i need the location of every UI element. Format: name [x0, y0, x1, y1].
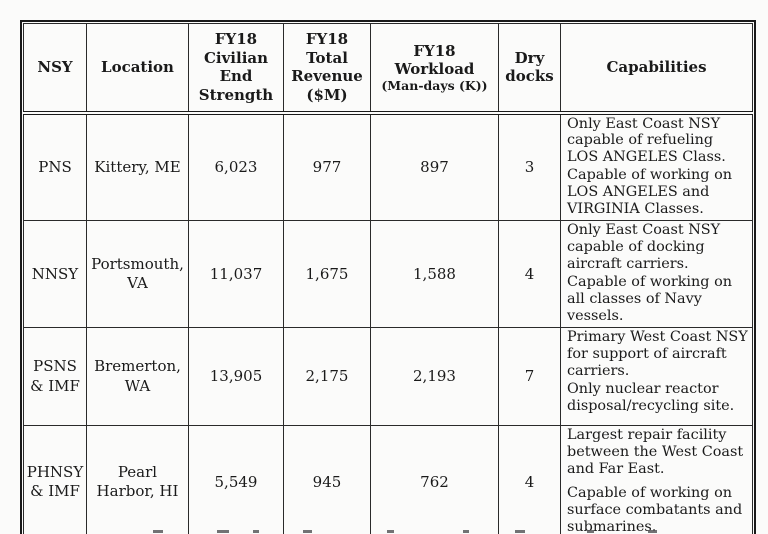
capability-paragraph: Only East Coast NSY capable of refueling… — [567, 115, 726, 166]
table-row-pns: PNS Kittery, ME 6,023 977 897 3 Only Eas… — [23, 111, 753, 222]
capability-paragraph: Primary West Coast NSY for support of ai… — [567, 329, 748, 380]
cell-civilian-end-strength: 6,023 — [188, 111, 284, 222]
cell-location: Portsmouth, VA — [86, 220, 189, 329]
col-header-location: Location — [86, 23, 189, 115]
cell-dry-docks: 7 — [498, 327, 561, 427]
table-row-nnsy: NNSY Portsmouth, VA 11,037 1,675 1,588 4… — [23, 220, 753, 329]
col-header-total-revenue: FY18 Total Revenue ($M) — [283, 23, 371, 115]
cell-nsy: NNSY — [23, 220, 87, 329]
capability-paragraph: Capable of working on surface combatants… — [567, 485, 743, 534]
cell-total-revenue: 945 — [283, 425, 371, 534]
cell-total-revenue: 2,175 — [283, 327, 371, 427]
cell-workload: 762 — [370, 425, 499, 534]
table-row-phnsy-imf: PHNSY & IMF Pearl Harbor, HI 5,549 945 7… — [23, 425, 753, 534]
capability-paragraph: Largest repair facility between the West… — [567, 427, 744, 478]
cell-total-revenue: 977 — [283, 111, 371, 222]
capability-paragraph: Only East Coast NSY capable of docking a… — [567, 222, 721, 273]
cell-capabilities: Largest repair facility between the West… — [560, 425, 753, 534]
cell-nsy: PNS — [23, 111, 87, 222]
cropped-caption — [0, 529, 768, 534]
cell-location: Pearl Harbor, HI — [86, 425, 189, 534]
cell-workload: 1,588 — [370, 220, 499, 329]
col-header-dry-docks: Dry docks — [498, 23, 561, 115]
col-header-workload: FY18 Workload (Man-days (K)) — [370, 23, 499, 115]
col-header-capabilities: Capabilities — [560, 23, 753, 115]
workload-subheader: (Man-days (K)) — [381, 78, 488, 94]
cell-dry-docks: 4 — [498, 425, 561, 534]
cell-workload: 897 — [370, 111, 499, 222]
cell-location: Kittery, ME — [86, 111, 189, 222]
col-header-nsy: NSY — [23, 23, 87, 115]
cell-location: Bremerton, WA — [86, 327, 189, 427]
cell-nsy: PSNS & IMF — [23, 327, 87, 427]
cell-civilian-end-strength: 11,037 — [188, 220, 284, 329]
capability-paragraph: Capable of working on LOS ANGELES and VI… — [567, 167, 733, 218]
capability-paragraph: Capable of working on all classes of Nav… — [567, 274, 733, 325]
nsy-data-table: NSY Location FY18 Civilian End Strength … — [23, 23, 753, 534]
cell-capabilities: Only East Coast NSY capable of refueling… — [560, 111, 753, 222]
cell-dry-docks: 3 — [498, 111, 561, 222]
col-header-civilian-end-strength: FY18 Civilian End Strength — [188, 23, 284, 115]
cell-workload: 2,193 — [370, 327, 499, 427]
cell-capabilities: Primary West Coast NSY for support of ai… — [560, 327, 753, 427]
table-header-row: NSY Location FY18 Civilian End Strength … — [23, 23, 753, 115]
capability-paragraph: Only nuclear reactor disposal/recycling … — [567, 381, 735, 415]
nsy-table: NSY Location FY18 Civilian End Strength … — [20, 20, 756, 534]
cell-capabilities: Only East Coast NSY capable of docking a… — [560, 220, 753, 329]
workload-header-main: FY18 Workload — [394, 41, 475, 79]
cell-nsy: PHNSY & IMF — [23, 425, 87, 534]
cell-total-revenue: 1,675 — [283, 220, 371, 329]
cell-civilian-end-strength: 5,549 — [188, 425, 284, 534]
cell-civilian-end-strength: 13,905 — [188, 327, 284, 427]
table-row-psns-imf: PSNS & IMF Bremerton, WA 13,905 2,175 2,… — [23, 327, 753, 427]
cell-dry-docks: 4 — [498, 220, 561, 329]
